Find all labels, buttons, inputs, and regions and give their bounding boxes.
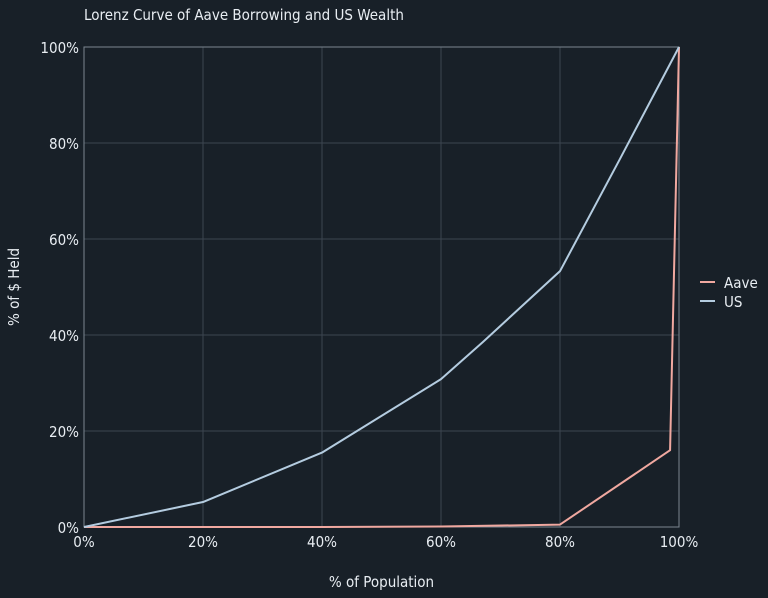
x-axis-label: % of Population (329, 573, 434, 591)
series-line-aave (84, 46, 680, 528)
x-tick-label: 20% (188, 533, 218, 551)
plot-frame (83, 46, 680, 528)
y-tick-label: 40% (49, 327, 79, 345)
tick-labels: 0% 20% 40% 60% 80% 100% 0% 20% 40% 60% 80% 100% (40, 39, 698, 551)
x-tick-label: 0% (73, 533, 95, 551)
y-tick-label: 100% (40, 39, 79, 57)
y-axis-label: % of $ Held (5, 248, 23, 326)
x-tick-label: 100% (660, 533, 699, 551)
chart-title: Lorenz Curve of Aave Borrowing and US We… (84, 6, 404, 24)
x-tick-label: 40% (307, 533, 337, 551)
series-lines (83, 46, 680, 528)
grid-lines (83, 46, 680, 528)
x-tick-label: 60% (426, 533, 456, 551)
y-tick-label: 0% (58, 519, 80, 537)
legend-label-aave: Aave (724, 274, 758, 292)
y-tick-label: 80% (49, 135, 79, 153)
series-line-us (83, 46, 680, 528)
legend-label-us: US (724, 293, 742, 311)
x-tick-label: 80% (545, 533, 575, 551)
y-tick-label: 20% (49, 423, 79, 441)
y-tick-label: 60% (49, 231, 79, 249)
